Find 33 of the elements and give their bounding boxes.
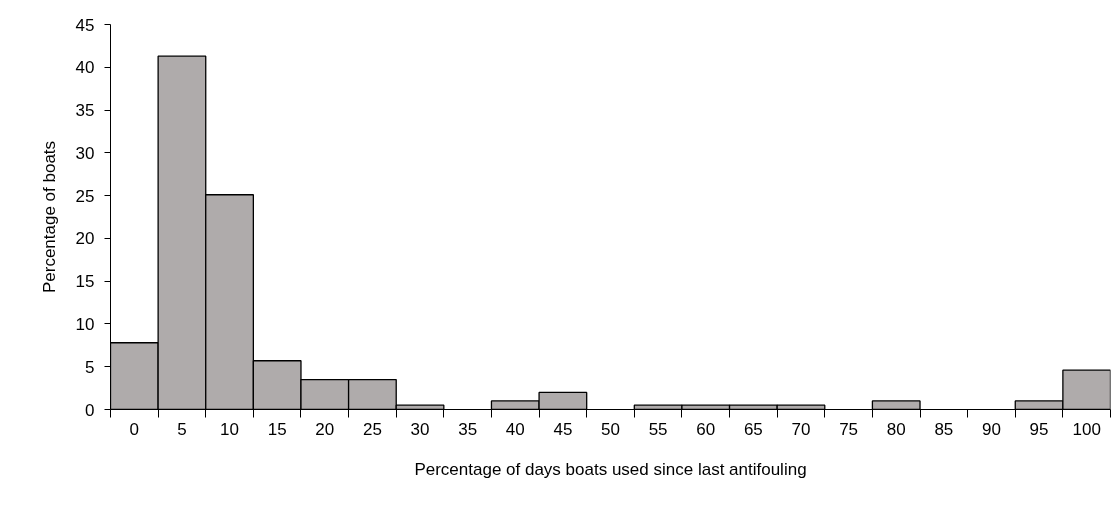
x-tick-label: 5 <box>177 419 187 439</box>
x-tick-label: 50 <box>601 419 620 439</box>
x-tick-label: 70 <box>791 419 811 439</box>
x-tick-label: 30 <box>410 419 430 439</box>
x-tick-label: 0 <box>129 419 140 439</box>
y-tick-label: 20 <box>75 229 95 249</box>
x-tick-label: 45 <box>553 419 573 439</box>
y-tick-label: 0 <box>85 400 95 420</box>
x-tick-label: 80 <box>886 419 906 439</box>
x-tick-label: 75 <box>839 419 859 439</box>
x-tick-label: 25 <box>362 419 382 439</box>
y-tick-label: 35 <box>75 101 95 121</box>
x-tick-label: 65 <box>743 419 763 439</box>
x-tick-label: 55 <box>648 419 668 439</box>
y-tick-label: 15 <box>75 272 95 292</box>
x-tick-label: 60 <box>696 419 716 439</box>
y-tick-label: 10 <box>75 314 95 334</box>
x-tick-label: 20 <box>315 419 335 439</box>
y-tick-label: 45 <box>75 15 95 35</box>
x-tick-label: 35 <box>458 419 478 439</box>
x-tick-label: 85 <box>934 419 954 439</box>
y-tick-label: 25 <box>75 186 95 206</box>
y-tick-label: 5 <box>85 357 95 377</box>
y-axis-title: Percentage of boats <box>39 140 59 294</box>
x-tick-label: 100 <box>1072 419 1101 439</box>
y-tick-label: 40 <box>75 58 95 78</box>
x-tick-label: 90 <box>982 419 1001 439</box>
y-tick-label: 30 <box>75 143 95 163</box>
x-tick-label: 15 <box>267 419 287 439</box>
x-tick-label: 10 <box>220 419 240 439</box>
x-tick-label: 95 <box>1029 419 1049 439</box>
x-axis-title: Percentage of days boats used since last antifouling <box>414 459 807 479</box>
x-tick-label: 40 <box>505 419 525 439</box>
